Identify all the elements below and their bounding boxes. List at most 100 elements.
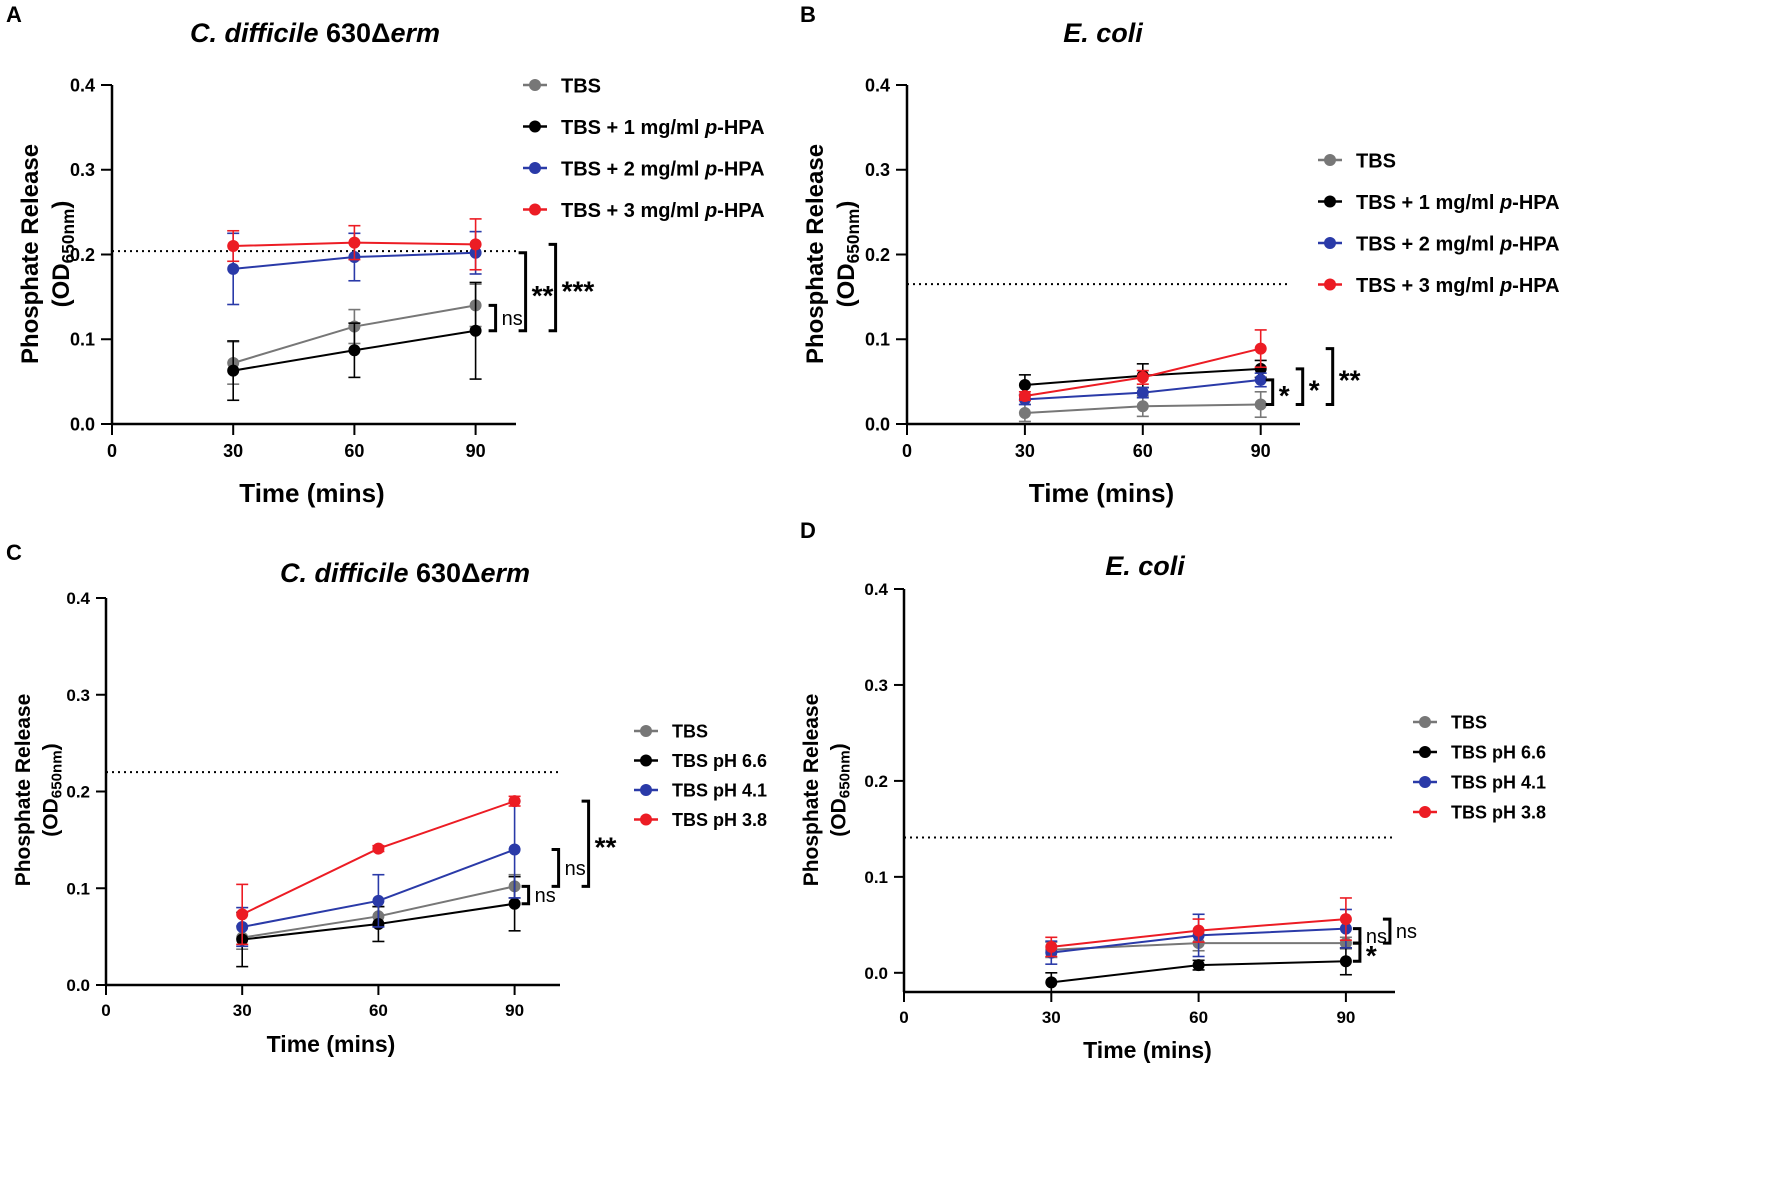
legend-marker — [529, 79, 541, 91]
y-axis-label: Phosphate Release (OD650nm) — [802, 144, 863, 364]
legend-label: TBS pH 4.1 — [672, 781, 767, 801]
y-tick-label: 0.2 — [865, 245, 890, 265]
legend-item: TBS — [634, 722, 708, 742]
x-axis-label: Time (mins) — [1029, 478, 1174, 508]
legend-text: TBS pH 6.6 — [1451, 743, 1546, 763]
legend-label: TBS pH 6.6 — [672, 751, 767, 771]
panel-b: B E. coli 0.0 0.1 0.2 0.3 0.4 0 30 60 90 Time (mins… — [800, 2, 1560, 508]
legend-text: TBS pH 4.1 — [1451, 773, 1546, 793]
legend-text: TBS + 3 mg/ml — [561, 200, 705, 222]
significance-bracket: ns — [1352, 926, 1387, 948]
series-3 — [236, 795, 521, 946]
panel-letter: A — [6, 2, 22, 27]
legend-marker — [1324, 154, 1336, 166]
series-1 — [1045, 947, 1352, 993]
legend-italic: p — [1499, 233, 1512, 255]
data-point — [508, 897, 521, 910]
significance-bracket: ns — [488, 303, 523, 333]
data-point — [1136, 386, 1149, 399]
legend-italic: p — [704, 200, 717, 222]
y-tick-label: 0.4 — [66, 589, 90, 608]
legend-text: TBS + 2 mg/ml — [1356, 233, 1500, 255]
legend-text: TBS + 2 mg/ml — [561, 158, 705, 180]
x-tick-label: 30 — [233, 1001, 252, 1020]
legend-item: TBS pH 3.8 — [1413, 803, 1546, 823]
legend-label: TBS + 1 mg/ml p-HPA — [1356, 192, 1560, 214]
legend-text: TBS + 1 mg/ml — [1356, 192, 1500, 214]
bracket-line — [518, 251, 528, 333]
y-tick-label: 0.4 — [865, 75, 890, 95]
chart-title: E. coli — [1105, 551, 1185, 581]
y-tick-label: 0.4 — [864, 580, 888, 599]
series-3 — [1018, 329, 1267, 403]
x-tick-label: 60 — [1133, 441, 1153, 461]
significance-bracket: *** — [548, 242, 594, 333]
legend-item: TBS pH 4.1 — [1413, 773, 1546, 793]
legend-text: TBS — [561, 75, 601, 97]
x-tick-label: 90 — [1336, 1008, 1355, 1027]
legend-text-end: -HPA — [1512, 192, 1559, 214]
y-label-unit: (OD — [833, 263, 860, 307]
bracket-line — [1352, 941, 1362, 963]
y-label-line1: Phosphate Release — [12, 694, 35, 887]
significance-bracket: ns — [1382, 917, 1417, 945]
legend-item: TBS pH 6.6 — [1413, 743, 1546, 763]
y-label-line2: (OD650nm) — [39, 743, 65, 836]
significance-label: ** — [595, 832, 617, 863]
y-tick-label: 0.2 — [864, 772, 888, 791]
data-point — [348, 344, 361, 357]
series-1 — [227, 281, 482, 402]
legend-item: TBS pH 4.1 — [634, 781, 767, 801]
x-tick-label: 60 — [344, 441, 364, 461]
data-point — [508, 843, 521, 856]
legend-label: TBS pH 6.6 — [1451, 743, 1546, 763]
legend-item: TBS — [1413, 713, 1487, 733]
legend-marker — [529, 203, 541, 216]
legend-text: TBS pH 3.8 — [672, 810, 767, 830]
legend-marker — [1324, 278, 1336, 291]
chart-title: E. coli — [1063, 18, 1143, 48]
significance-bracket: ** — [1325, 347, 1361, 407]
panel-letter: D — [800, 518, 816, 543]
legend-text: TBS — [672, 722, 708, 742]
data-point — [227, 364, 240, 377]
title-italic: C. difficile — [280, 558, 409, 588]
y-tick-label: 0.0 — [70, 414, 95, 434]
data-point — [1192, 924, 1205, 937]
series-2 — [236, 800, 521, 948]
data-point — [1254, 362, 1267, 375]
legend-label: TBS — [561, 75, 601, 97]
y-tick-label: 0.1 — [70, 330, 95, 350]
series-2 — [1018, 372, 1267, 406]
data-point — [1339, 955, 1352, 968]
legend-italic: p — [704, 117, 717, 139]
x-tick-label: 90 — [505, 1001, 524, 1020]
panel-letter: B — [800, 2, 816, 27]
legend-label: TBS + 3 mg/ml p-HPA — [561, 200, 765, 222]
legend-text: TBS pH 6.6 — [672, 751, 767, 771]
bracket-line — [488, 303, 498, 333]
y-label-unit: (OD — [48, 263, 75, 307]
data-point — [1254, 373, 1267, 386]
title-rest: 630Δ — [319, 18, 391, 48]
y-label-line1: Phosphate Release — [17, 144, 44, 364]
significance-label: * — [1279, 380, 1290, 411]
panel-a: A C. difficile 630Δerm 0.0 0.1 0.2 0.3 0.4 0 30 6… — [6, 2, 765, 508]
y-label-line2: (OD650nm) — [827, 743, 853, 836]
data-point — [1018, 390, 1031, 403]
chart-title: C. difficile 630Δerm — [280, 558, 530, 588]
data-point — [469, 324, 482, 337]
title-italic: C. difficile — [190, 18, 319, 48]
bracket-line — [1325, 347, 1335, 407]
panel-d: D E. coli 0.0 0.1 0.2 0.3 0.4 0 30 60 90 Time (mins… — [800, 518, 1546, 1063]
y-label-line1: Phosphate Release — [800, 694, 823, 887]
data-point — [372, 894, 385, 907]
y-label-sub: 650nm — [843, 209, 863, 264]
title-italic-end: erm — [480, 558, 530, 588]
legend-item: TBS + 3 mg/ml p-HPA — [523, 200, 765, 222]
bracket-line — [1352, 927, 1362, 945]
significance-label: ns — [565, 858, 586, 880]
legend-item: TBS + 1 mg/ml p-HPA — [1318, 192, 1560, 214]
y-label-line2: (OD650nm) — [833, 201, 863, 308]
